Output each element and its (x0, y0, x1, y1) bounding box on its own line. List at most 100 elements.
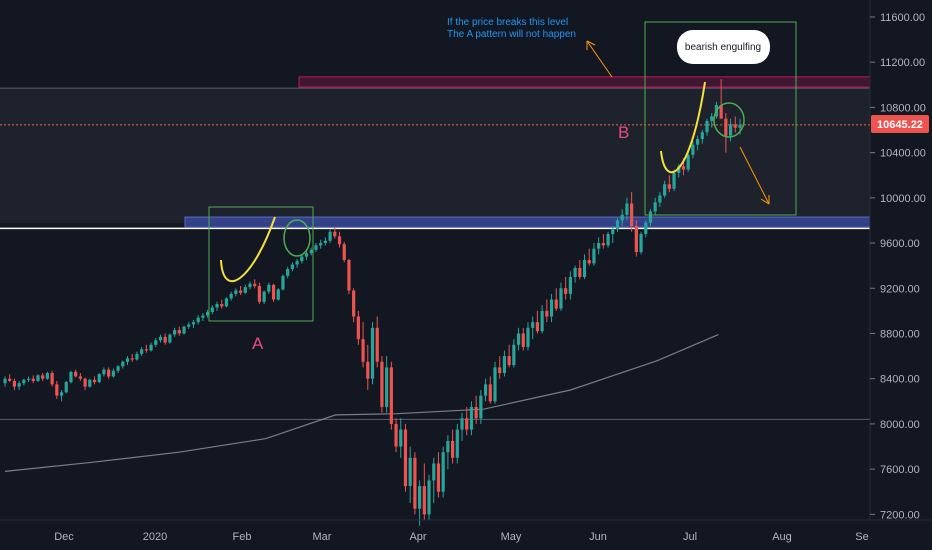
candle-body (634, 226, 638, 253)
candle-body (691, 144, 695, 155)
candle-body (432, 463, 436, 481)
x-tick-label: Dec (54, 531, 74, 543)
candle-body (220, 304, 224, 307)
candle-body (88, 379, 92, 387)
candle-body (403, 429, 408, 487)
y-tick-label: 8000.00 (880, 419, 920, 431)
candle-body (215, 304, 219, 308)
candle-body (488, 384, 492, 402)
candle-body (196, 317, 200, 323)
candle-body (253, 283, 257, 286)
candle-body (154, 340, 158, 345)
pattern-b-box (644, 21, 797, 216)
candle-body (149, 344, 153, 351)
candle-body (422, 486, 426, 515)
candle-body (168, 334, 172, 343)
candle-body (710, 116, 714, 121)
candle-body (267, 284, 271, 292)
candle-body (380, 361, 384, 407)
candle-body (26, 378, 31, 380)
candle-body (620, 214, 624, 221)
last-price-tag[interactable]: 10645.22 (871, 115, 929, 133)
candle-body (512, 344, 516, 366)
candle-body (347, 260, 351, 291)
candle-body (121, 361, 125, 367)
candle-body (639, 234, 643, 253)
candle-body (276, 289, 280, 300)
candle-body (592, 248, 596, 264)
x-tick-label: Jun (589, 531, 607, 543)
candle-body (686, 154, 690, 170)
candle-body (111, 370, 115, 377)
candle-body (408, 457, 412, 487)
candle-body (531, 322, 535, 328)
candle-body (173, 330, 177, 335)
candle-body (559, 288, 563, 309)
candle-body (370, 327, 375, 379)
pattern-b-circle (713, 102, 745, 138)
candle-body (41, 375, 45, 379)
candle-body (64, 382, 68, 393)
candle-body (135, 353, 139, 360)
candle-body (140, 349, 144, 354)
candle-body (352, 290, 356, 317)
candle-body (224, 298, 229, 307)
candle-body (413, 457, 417, 509)
candle-body (582, 260, 587, 277)
y-tick-label: 8800.00 (880, 328, 920, 340)
x-axis-ticks[interactable]: Dec 2020 Feb Mar Apr May Jun Jul Aug Se (54, 531, 869, 543)
candle-body (201, 315, 205, 318)
bearish-engulfing-bubble: bearish engulfing (677, 30, 770, 64)
candle-body (304, 253, 309, 257)
candle-body (375, 327, 379, 362)
y-axis-ticks[interactable]: 11600.00 11200.00 10800.00 10400.00 10000.00… (870, 12, 926, 521)
candle-body (116, 366, 120, 371)
x-tick-label: Aug (772, 531, 792, 543)
candle-body (314, 245, 318, 250)
y-tick-label: 10000.00 (880, 193, 926, 205)
range-band (0, 88, 870, 223)
candle-body (427, 480, 431, 515)
red-resistance-zone (298, 76, 871, 88)
candle-body (238, 290, 243, 293)
candle-body (323, 240, 327, 244)
candle-body (738, 124, 742, 128)
y-tick-label: 7200.00 (880, 509, 920, 521)
candle-body (658, 195, 662, 203)
candle-body (271, 284, 276, 300)
candle-body (587, 260, 591, 264)
candle-body (309, 249, 313, 254)
candle-body (545, 310, 549, 317)
candle-body (248, 283, 252, 288)
candle-body (568, 276, 572, 294)
last-price-value: 10645.22 (877, 119, 923, 131)
note-arrow-head (586, 40, 596, 50)
candle-body (672, 172, 676, 189)
candle-body (257, 286, 262, 302)
candle-body (615, 220, 620, 230)
candle-body (394, 423, 398, 447)
candle-body (144, 349, 148, 351)
candle-body (328, 231, 332, 241)
x-tick-label: Se (855, 531, 868, 543)
candle-body (342, 244, 346, 260)
candle-body (663, 184, 667, 196)
candle-body (50, 373, 54, 385)
candle-body (601, 243, 605, 246)
candle-body (606, 234, 610, 246)
candle-body (460, 418, 464, 430)
candle-body (187, 324, 191, 327)
y-tick-label: 11600.00 (880, 12, 925, 24)
candle-body (55, 384, 59, 396)
pattern-b-curve (660, 81, 706, 174)
candle-body (526, 327, 530, 348)
candle-body (125, 358, 130, 362)
candle-body (700, 132, 704, 140)
y-tick-label: 11200.00 (880, 57, 925, 69)
candle-body (469, 406, 474, 430)
candle-body (356, 316, 360, 340)
candle-body (158, 336, 163, 341)
y-tick-label: 9200.00 (880, 283, 920, 295)
candle-body (234, 290, 238, 294)
